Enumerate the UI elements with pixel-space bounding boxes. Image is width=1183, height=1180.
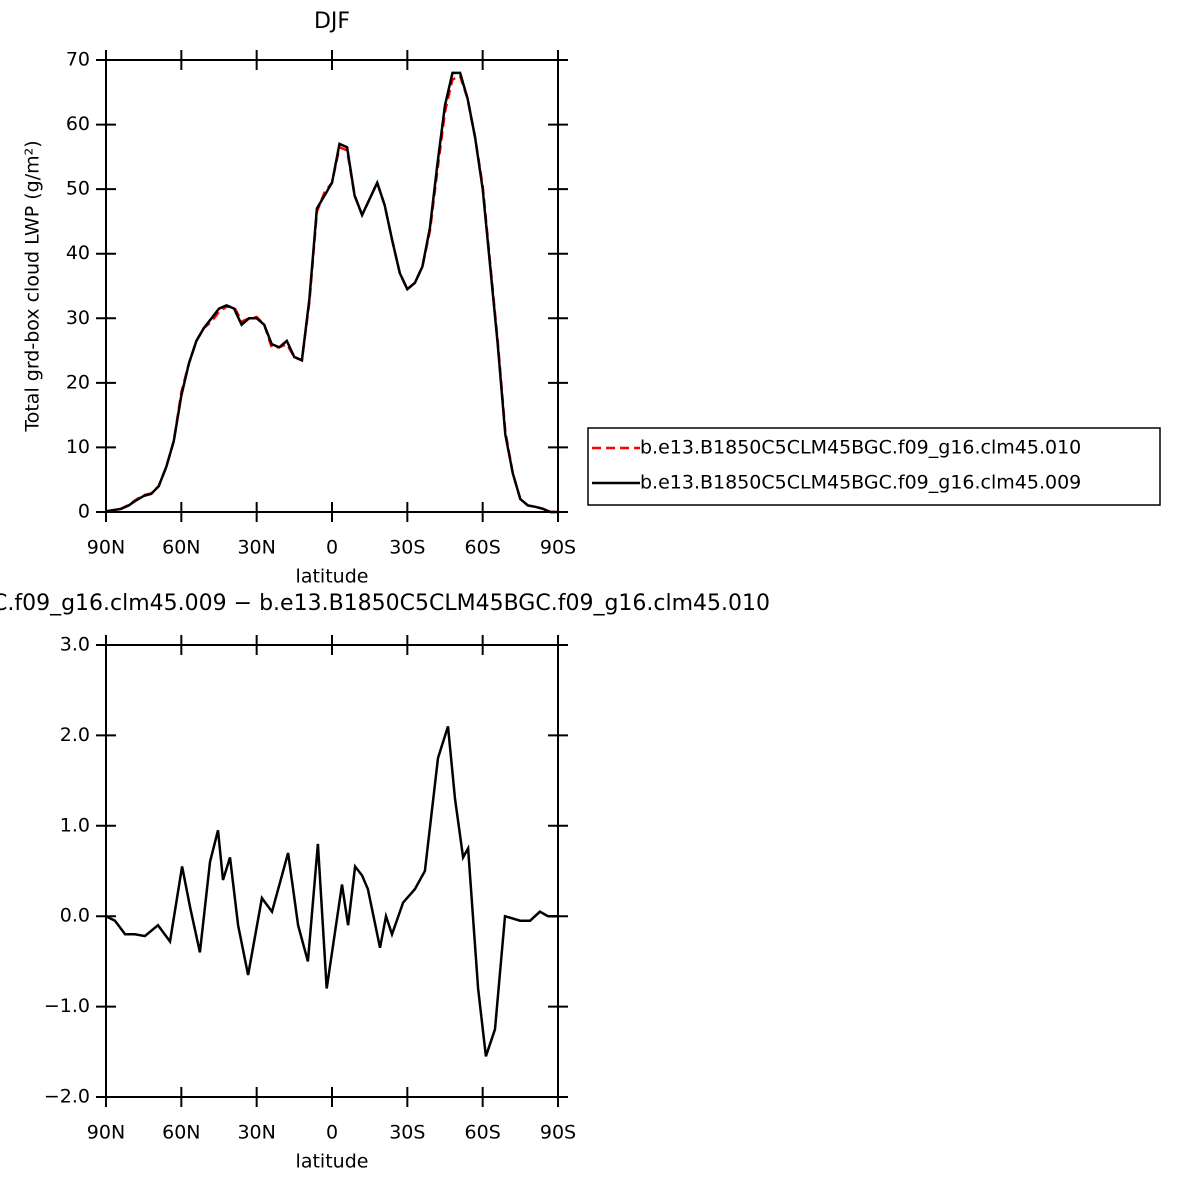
x-tick-label: 90S [540,1122,576,1144]
plot-frame [105,59,559,513]
chart-title: C.f09_g16.clm45.009 − b.e13.B1850C5CLM45… [0,591,770,616]
x-tick-label: 60S [465,1122,501,1144]
x-axis-label: latitude [296,566,369,588]
legend-box [587,427,1161,506]
x-tick-label: 90N [87,537,125,559]
x-tick-label: 60N [162,537,200,559]
y-tick-label: 70 [66,49,90,71]
x-tick-label: 60S [465,537,501,559]
y-tick-label: 10 [66,436,90,458]
y-tick-label: 3.0 [60,634,90,656]
y-tick-label: −2.0 [44,1086,90,1108]
y-tick-label: 0.0 [60,905,90,927]
x-tick-label: 30N [237,537,275,559]
y-tick-label: 0 [78,501,90,523]
legend-label: b.e13.B1850C5CLM45BGC.f09_g16.clm45.009 [640,472,1081,494]
data-line [105,71,558,514]
x-axis-label: latitude [296,1151,369,1173]
x-tick-label: 0 [326,537,338,559]
y-tick-label: 50 [66,178,90,200]
x-tick-label: 60N [162,1122,200,1144]
y-tick-label: 20 [66,371,90,393]
data-line [105,726,558,1057]
y-tick-label: −1.0 [44,995,90,1017]
legend-label: b.e13.B1850C5CLM45BGC.f09_g16.clm45.010 [640,437,1081,459]
y-tick-label: 1.0 [60,814,90,836]
x-tick-label: 30S [389,537,425,559]
data-line [105,74,558,514]
x-tick-label: 30S [389,1122,425,1144]
y-axis-label: Total grd-box cloud LWP (g/m²) [22,725,44,1017]
x-tick-label: 90S [540,537,576,559]
x-tick-label: 0 [326,1122,338,1144]
y-tick-label: 2.0 [60,724,90,746]
y-tick-label: 40 [66,242,90,264]
y-tick-label: 60 [66,113,90,135]
x-tick-label: 90N [87,1122,125,1144]
chart-title: DJF [314,9,350,34]
y-tick-label: 30 [66,307,90,329]
y-axis-label: Total grd-box cloud LWP (g/m²) [22,140,44,432]
x-tick-label: 30N [237,1122,275,1144]
plot-frame [105,644,559,1098]
